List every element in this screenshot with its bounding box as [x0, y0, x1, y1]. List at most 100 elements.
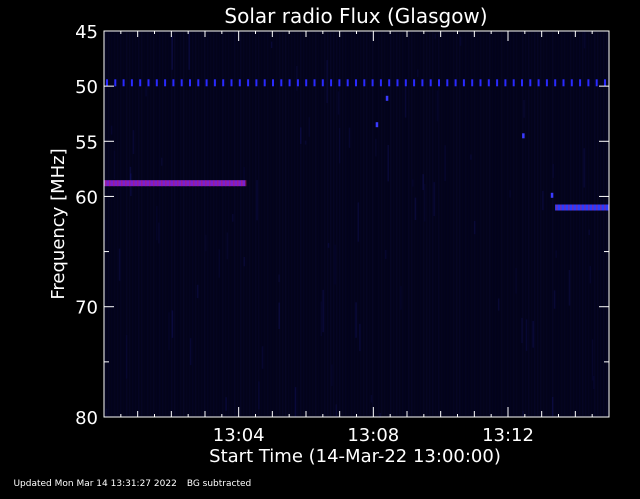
noise-blob	[553, 290, 556, 309]
signal-dot	[313, 79, 316, 87]
signal-band	[555, 204, 609, 211]
noise-streak	[105, 32, 107, 416]
noise-streak	[108, 32, 110, 416]
noise-blob	[515, 268, 517, 294]
signal-band-hot	[165, 180, 167, 187]
noise-streak	[207, 32, 209, 416]
signal-dot	[570, 79, 573, 87]
spectrogram-texture	[104, 31, 608, 417]
signal-spot	[522, 133, 525, 139]
noise-streak	[321, 32, 323, 416]
y-tick-label: 45	[75, 22, 98, 43]
noise-streak	[417, 32, 419, 416]
signal-band-hot	[556, 204, 558, 211]
signal-dot	[512, 79, 515, 87]
noise-blob	[113, 150, 116, 180]
noise-blob	[168, 312, 170, 351]
noise-streak	[342, 32, 344, 416]
noise-streak	[555, 32, 557, 416]
signal-band-hot	[229, 180, 231, 187]
signal-dot	[321, 79, 324, 87]
noise-streak	[258, 32, 260, 416]
noise-streak	[192, 32, 194, 416]
noise-streak	[564, 32, 566, 416]
noise-streak	[435, 32, 437, 416]
signal-dot	[471, 79, 474, 87]
signal-band-hot	[564, 204, 566, 211]
noise-streak	[582, 32, 584, 416]
noise-blob	[555, 250, 557, 258]
noise-blob	[523, 99, 525, 118]
noise-streak	[168, 32, 170, 416]
signal-dot	[404, 79, 407, 87]
footer: Updated Mon Mar 14 13:31:27 2022 BG subtr…	[2, 469, 261, 499]
noise-streak	[300, 32, 302, 416]
noise-streak	[432, 32, 434, 416]
noise-streak	[504, 32, 506, 416]
signal-dot	[346, 79, 349, 87]
signal-band-hot	[141, 180, 143, 187]
noise-streak	[288, 32, 290, 416]
signal-band-hot	[157, 180, 159, 187]
noise-blob	[171, 35, 173, 70]
signal-dot	[496, 79, 499, 87]
noise-blob	[132, 130, 135, 154]
noise-blob	[337, 91, 340, 115]
signal-band-hot	[245, 180, 247, 187]
noise-blob	[357, 202, 360, 242]
noise-streak	[141, 32, 143, 416]
noise-blob	[261, 346, 264, 369]
noise-streak	[459, 32, 461, 416]
noise-blob	[355, 302, 357, 338]
noise-blob	[118, 248, 121, 281]
noise-streak	[147, 32, 149, 416]
noise-blob	[125, 334, 128, 379]
noise-streak	[603, 32, 605, 416]
noise-streak	[372, 32, 374, 416]
signal-dot	[479, 79, 482, 87]
noise-streak	[573, 32, 575, 416]
noise-streak	[519, 32, 521, 416]
noise-blob	[189, 338, 192, 366]
signal-dot	[545, 79, 548, 87]
noise-streak	[348, 32, 350, 416]
signal-dot	[205, 79, 208, 87]
noise-streak	[447, 32, 449, 416]
noise-blob	[552, 164, 555, 178]
noise-blob	[412, 179, 414, 187]
noise-streak	[318, 32, 320, 416]
noise-streak	[546, 32, 548, 416]
noise-streak	[156, 32, 158, 416]
noise-streak	[222, 32, 224, 416]
noise-blob	[320, 301, 323, 337]
noise-streak	[501, 32, 503, 416]
noise-blob	[348, 127, 351, 148]
noise-blob	[226, 232, 229, 260]
signal-dot	[288, 79, 291, 87]
noise-blob	[270, 41, 273, 48]
noise-blob	[459, 36, 462, 46]
x-axis-label: Start Time (14-Mar-22 13:00:00)	[209, 446, 501, 467]
noise-streak	[570, 32, 572, 416]
signal-dot	[213, 79, 216, 87]
noise-streak	[210, 32, 212, 416]
noise-blob	[404, 86, 407, 118]
y-tick-label: 60	[75, 187, 98, 208]
noise-blob	[218, 249, 220, 278]
signal-dot	[197, 79, 200, 87]
noise-streak	[165, 32, 167, 416]
noise-blob	[156, 206, 158, 241]
noise-streak	[114, 32, 116, 416]
signal-dot	[487, 79, 490, 87]
noise-streak	[171, 32, 173, 416]
noise-streak	[315, 32, 317, 416]
signal-band-hot	[197, 180, 199, 187]
signal-dot	[504, 79, 507, 87]
noise-streak	[423, 32, 425, 416]
signal-dot	[462, 79, 465, 87]
noise-streak	[483, 32, 485, 416]
noise-streak	[225, 32, 227, 416]
x-tick-label: 13:04	[213, 425, 265, 446]
noise-streak	[600, 32, 602, 416]
noise-blob	[400, 286, 402, 310]
